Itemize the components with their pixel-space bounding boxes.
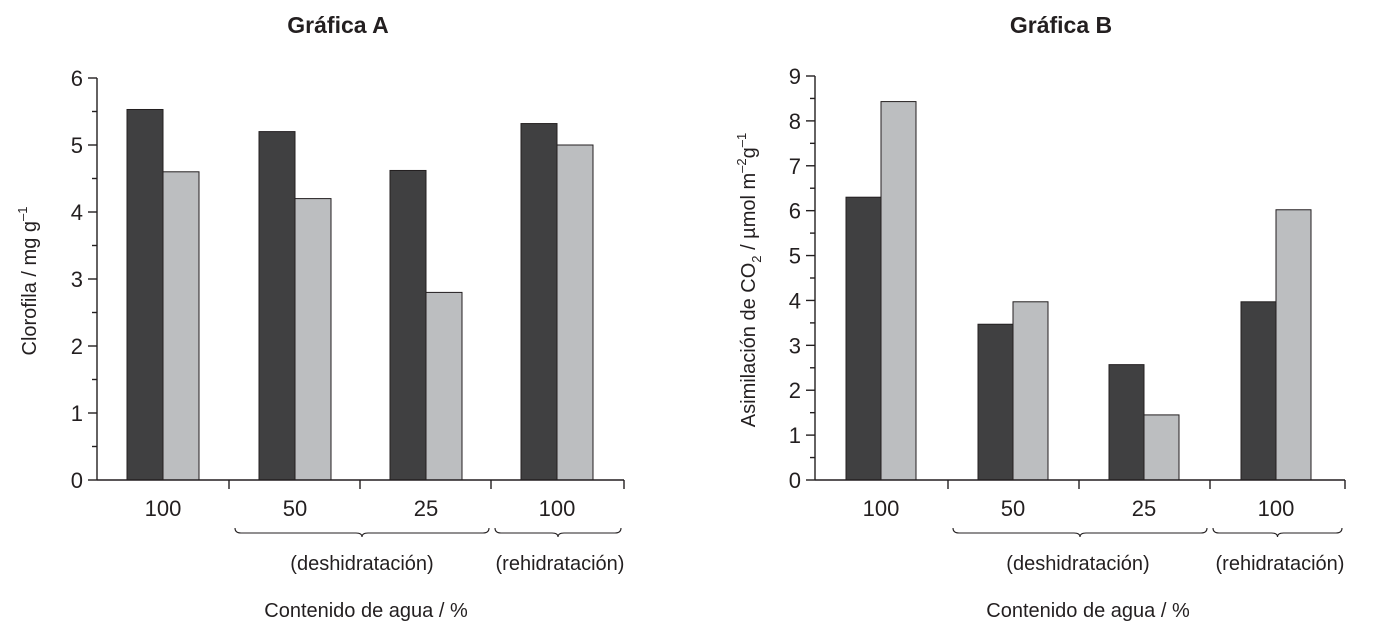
chart-b-bar-s1-2 xyxy=(977,323,1014,481)
chart-a-marks: 0 1 2 3 4 5 6 100 50 25 100 xyxy=(71,66,625,538)
chart-b-bar-s1-3 xyxy=(1108,364,1145,481)
chart-a-group-dehydration: (deshidratación) xyxy=(290,553,433,575)
chart-b-bar-s2-2 xyxy=(1012,301,1049,481)
chart-a-ytick-label-2: 2 xyxy=(71,334,83,359)
chart-a-bar-s2-3 xyxy=(425,291,463,481)
chart-a-ylabel-sup: –1 xyxy=(15,207,30,221)
chart-b-category-label-2: 50 xyxy=(1001,496,1025,521)
chart-b-category-label-4: 100 xyxy=(1258,496,1295,521)
chart-a-ytick-label-0: 0 xyxy=(71,468,83,493)
chart-b-ylabel: Asimilación de CO2 / µmol m–2g–1 xyxy=(734,133,764,427)
chart-b-group-brace-2 xyxy=(1212,527,1343,538)
chart-a-bar-s2-1 xyxy=(162,171,200,481)
chart-b-group-brace-1 xyxy=(952,527,1208,538)
chart-a-ytick-label-1: 1 xyxy=(71,401,83,426)
chart-a-bar-s1-1 xyxy=(126,108,164,481)
chart-b-ytick-label-6: 6 xyxy=(789,199,801,224)
chart-b-marks: 0 1 2 3 4 5 6 7 8 9 100 50 25 100 xyxy=(789,64,1346,538)
chart-b-ylabel-sup1: –2 xyxy=(734,158,749,172)
chart-b-bar-s2-4 xyxy=(1275,209,1312,481)
chart-b-ylabel-units2: g xyxy=(738,147,760,158)
chart-b-bar-s2-3 xyxy=(1143,414,1180,481)
chart-b-ytick-label-0: 0 xyxy=(789,468,801,493)
chart-a-ytick-label-6: 6 xyxy=(71,66,83,91)
chart-a-bar-s2-2 xyxy=(294,198,332,481)
chart-b-ytick-label-2: 2 xyxy=(789,378,801,403)
chart-b-bar-s1-4 xyxy=(1240,301,1277,481)
chart-a-category-label-2: 50 xyxy=(283,496,307,521)
chart-a-ylabel-main: Clorofila / mg g xyxy=(19,221,41,356)
chart-a-category-label-1: 100 xyxy=(145,496,182,521)
chart-b-group-dehydration: (deshidratación) xyxy=(1006,553,1149,575)
chart-b-ylabel-sub: 2 xyxy=(749,255,764,262)
chart-a-ytick-label-3: 3 xyxy=(71,267,83,292)
chart-a-bar-s1-2 xyxy=(258,131,296,481)
chart-b-ylabel-sup2: –1 xyxy=(734,133,749,147)
chart-b-bar-s2-1 xyxy=(880,101,917,481)
chart-b-ylabel-main: Asimilación de CO xyxy=(738,263,760,428)
chart-b-ytick-label-1: 1 xyxy=(789,423,801,448)
chart-a-ylabel: Clorofila / mg g–1 xyxy=(15,207,41,356)
chart-a-group-brace-1 xyxy=(234,527,490,538)
chart-a-group-brace-2 xyxy=(494,527,622,538)
chart-a-ytick-label-5: 5 xyxy=(71,133,83,158)
chart-b-ytick-label-9: 9 xyxy=(789,64,801,89)
chart-b-ylabel-units: / µmol m xyxy=(738,173,760,256)
chart-a-ytick-label-4: 4 xyxy=(71,200,83,225)
chart-b-category-label-1: 100 xyxy=(863,496,900,521)
chart-a-category-label-3: 25 xyxy=(414,496,438,521)
chart-b-ytick-label-5: 5 xyxy=(789,244,801,269)
chart-a-category-label-4: 100 xyxy=(539,496,576,521)
chart-a-title: Gráfica A xyxy=(287,12,388,38)
chart-a-bar-s2-4 xyxy=(556,144,594,481)
chart-b-ytick-label-7: 7 xyxy=(789,154,801,179)
chart-a-bar-s1-4 xyxy=(520,123,558,481)
chart-b-ytick-label-3: 3 xyxy=(789,333,801,358)
chart-a-group-rehydration: (rehidratación) xyxy=(496,553,625,575)
chart-a-xlabel: Contenido de agua / % xyxy=(264,600,468,622)
chart-a-bar-s1-3 xyxy=(389,169,427,481)
chart-b-ytick-label-8: 8 xyxy=(789,109,801,134)
chart-b-xlabel: Contenido de agua / % xyxy=(986,600,1190,622)
chart-b-title: Gráfica B xyxy=(1010,12,1112,38)
chart-b-group-rehydration: (rehidratación) xyxy=(1216,553,1345,575)
chart-b-category-label-3: 25 xyxy=(1132,496,1156,521)
chart-b-bar-s1-1 xyxy=(845,196,882,481)
chart-b-ytick-label-4: 4 xyxy=(789,288,801,313)
